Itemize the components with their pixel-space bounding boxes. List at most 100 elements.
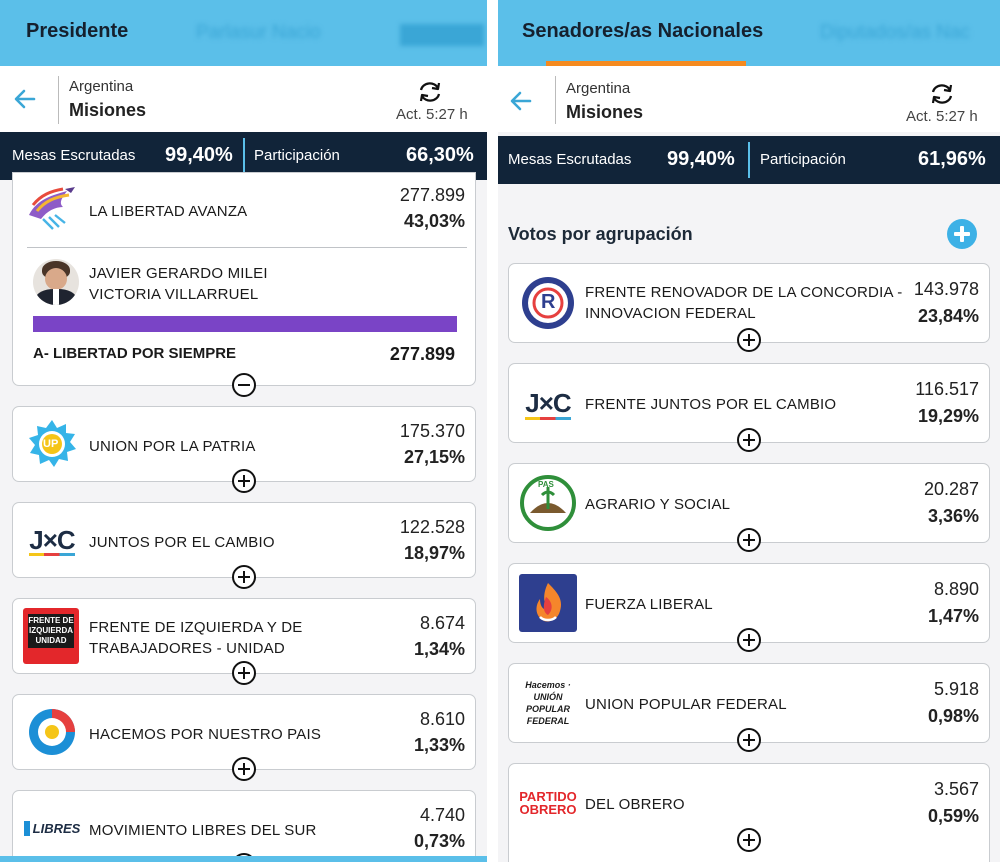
expand-toggle-icon[interactable] [737, 528, 761, 552]
location-country: Argentina [69, 78, 134, 95]
party-card[interactable]: FUERZA LIBERAL 8.890 1,47% [508, 563, 990, 652]
party-name: UNION POPULAR FEDERAL [585, 696, 787, 713]
collapse-toggle-icon[interactable] [232, 373, 256, 397]
logo-text: LIBRES [23, 820, 80, 836]
back-arrow-icon[interactable] [12, 86, 38, 112]
party-logo: LIBRES [23, 799, 81, 857]
expand-toggle-icon[interactable] [737, 428, 761, 452]
party-votes: 4.740 [419, 805, 465, 825]
party-percentage: 0,59% [927, 806, 979, 826]
stats-separator [748, 142, 750, 178]
party-votes: 8.890 [933, 579, 979, 599]
party-logo: J×C [23, 511, 81, 569]
expand-toggle-icon[interactable] [232, 661, 256, 685]
party-percentage: 19,29% [917, 406, 979, 426]
logo-text: R [541, 291, 556, 313]
party-card[interactable]: J×C FRENTE JUNTOS POR EL CAMBIO 116.517 … [508, 363, 990, 452]
tab-senadores[interactable]: Senadores/as Nacionales [522, 20, 764, 42]
category-tabbar: Presidente Parlasur Nacio [0, 0, 487, 66]
agrario-logo-icon [520, 475, 576, 531]
tab-presidente[interactable]: Presidente [26, 20, 129, 42]
party-percentage: 3,36% [927, 506, 979, 526]
party-votes: 122.528 [399, 517, 465, 537]
party-percentage: 1,47% [927, 606, 979, 626]
refresh-icon[interactable] [929, 82, 955, 106]
party-name: FRENTE JUNTOS POR EL CAMBIO [585, 396, 837, 413]
eagle-icon [29, 187, 75, 230]
candidate-1-name: JAVIER GERARDO MILEI [89, 265, 268, 282]
party-percentage: 43,03% [403, 211, 465, 231]
party-percentage: 0,73% [413, 831, 465, 851]
party-name: UNION POR LA PATRIA [89, 438, 256, 455]
location-province: Misiones [69, 100, 147, 120]
list-votes: 277.899 [389, 344, 455, 364]
party-name: JUNTOS POR EL CAMBIO [89, 534, 275, 551]
party-logo: R [519, 274, 577, 332]
header-divider [58, 76, 59, 124]
panel-gutter [487, 0, 498, 862]
expand-toggle-icon[interactable] [232, 469, 256, 493]
party-logo: PAS [519, 474, 577, 532]
participacion-label: Participación [254, 147, 340, 164]
party-votes: 8.610 [419, 709, 465, 729]
party-votes: 175.370 [399, 421, 465, 441]
party-logo: FRENTE DE IZQUIERDA UNIDAD [23, 608, 79, 664]
logo-text: UP [43, 438, 59, 450]
logo-text: PARTIDO OBRERO [519, 789, 577, 817]
back-arrow-icon[interactable] [508, 88, 534, 114]
expand-toggle-icon[interactable] [232, 565, 256, 589]
expand-toggle-icon[interactable] [737, 328, 761, 352]
party-card[interactable]: PAS AGRARIO Y SOCIAL 20.287 3,36% [508, 463, 990, 552]
section-title: Votos por agrupación [508, 224, 693, 244]
add-circle-icon[interactable] [947, 219, 977, 249]
party-card[interactable]: UP UNION POR LA PATRIA 175.370 27,15% [12, 406, 476, 493]
expand-toggle-icon[interactable] [232, 757, 256, 781]
party-name: FUERZA LIBERAL [585, 596, 713, 613]
participacion-value: 61,96% [918, 148, 986, 170]
bottom-strip [0, 856, 487, 862]
header-divider [555, 76, 556, 124]
party-votes: 3.567 [933, 779, 979, 799]
candidate-2-name: VICTORIA VILLARRUEL [89, 286, 259, 303]
party-name: MOVIMIENTO LIBRES DEL SUR [89, 822, 317, 839]
refresh-icon[interactable] [417, 80, 443, 104]
party-card[interactable]: J×C JUNTOS POR EL CAMBIO 122.528 18,97% [12, 502, 476, 589]
participacion-label: Participación [760, 151, 846, 168]
lla-logo [23, 181, 81, 239]
party-percentage: 23,84% [917, 306, 979, 326]
party-logo: Hacemos · UNIÓN POPULAR FEDERAL [519, 674, 577, 732]
tab-next-blurred[interactable] [400, 24, 484, 46]
party-card[interactable]: Hacemos · UNIÓN POPULAR FEDERAL UNION PO… [508, 663, 990, 752]
party-card[interactable]: LIBRES MOVIMIENTO LIBRES DEL SUR 4.740 0… [12, 790, 476, 862]
mesas-label: Mesas Escrutadas [508, 151, 632, 168]
participacion-value: 66,30% [406, 144, 474, 166]
list-vote-bar [33, 316, 457, 332]
updated-time: Act. 5:27 h [396, 106, 468, 123]
expand-toggle-icon[interactable] [737, 828, 761, 852]
expand-toggle-icon[interactable] [737, 728, 761, 752]
mesas-label: Mesas Escrutadas [12, 147, 136, 164]
party-votes: 20.287 [923, 479, 979, 499]
flame-bird-icon [536, 583, 562, 622]
tab-parlasur[interactable]: Parlasur Nacio [196, 22, 321, 43]
updated-time: Act. 5:27 h [906, 108, 978, 125]
presidente-panel: Presidente Parlasur Nacio Argentina Misi… [0, 0, 487, 862]
party-card[interactable]: PARTIDO OBRERO DEL OBRERO 3.567 0,59% [508, 763, 990, 862]
party-card[interactable]: R FRENTE RENOVADOR DE LA CONCORDIA - INN… [508, 263, 990, 352]
location-header: Argentina Misiones Act. 5:27 h [0, 66, 487, 132]
party-name: HACEMOS POR NUESTRO PAIS [89, 726, 322, 743]
location-province: Misiones [566, 102, 644, 122]
logo-text: J×C [29, 524, 75, 555]
sun-icon [29, 420, 76, 467]
party-card[interactable]: FRENTE DE IZQUIERDA UNIDAD FRENTE DE IZQ… [12, 598, 476, 685]
active-tab-underline [546, 61, 746, 66]
party-logo: UP [23, 415, 81, 473]
party-card-expanded[interactable]: LA LIBERTAD AVANZA 277.899 43,03% JAVIER… [12, 172, 476, 397]
party-logo [23, 703, 81, 761]
party-logo: PARTIDO OBRERO [519, 774, 577, 832]
party-card[interactable]: HACEMOS POR NUESTRO PAIS 8.610 1,33% [12, 694, 476, 781]
expand-toggle-icon[interactable] [737, 628, 761, 652]
stats-bar: Mesas Escrutadas 99,40% Participación 61… [498, 136, 1000, 184]
mesas-value: 99,40% [165, 144, 233, 166]
tab-diputados[interactable]: Diputados/as Nac [820, 22, 970, 43]
